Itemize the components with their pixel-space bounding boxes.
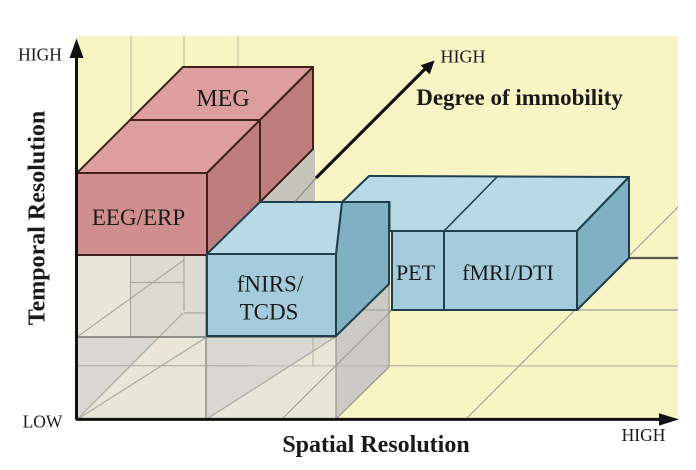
svg-text:TCDS: TCDS — [240, 300, 299, 325]
svg-text:HIGH: HIGH — [622, 425, 666, 445]
svg-text:HIGH: HIGH — [441, 47, 486, 67]
svg-text:PET: PET — [396, 260, 436, 285]
svg-text:MEG: MEG — [196, 86, 249, 112]
svg-text:Temporal Resolution: Temporal Resolution — [25, 111, 51, 325]
svg-text:Degree of immobility: Degree of immobility — [416, 85, 623, 110]
svg-text:Spatial Resolution: Spatial Resolution — [282, 432, 469, 458]
svg-text:HIGH: HIGH — [18, 45, 62, 65]
svg-text:EEG/ERP: EEG/ERP — [92, 205, 185, 230]
svg-text:fNIRS/: fNIRS/ — [237, 272, 304, 297]
svg-text:fMRI/DTI: fMRI/DTI — [462, 260, 554, 285]
svg-text:LOW: LOW — [23, 412, 63, 432]
